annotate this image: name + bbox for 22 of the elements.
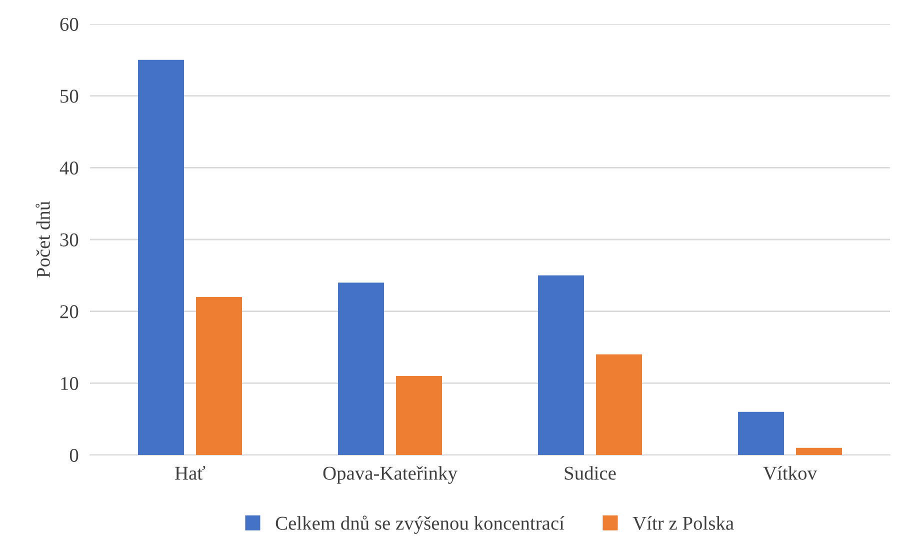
x-tick-label: Vítkov (763, 466, 818, 480)
bar (338, 282, 384, 455)
x-tick-label: Hať (175, 466, 206, 480)
y-tick-label: 30 (60, 233, 78, 246)
y-tick-label: 10 (61, 376, 78, 390)
y-axis-title: Počet dnů (36, 201, 50, 278)
y-tick-label: 0 (70, 448, 78, 462)
bar (396, 376, 442, 455)
bar (138, 60, 184, 455)
bar (738, 412, 784, 455)
y-tick-label: 40 (60, 161, 78, 175)
bar (196, 296, 242, 455)
bar (796, 448, 842, 455)
x-tick-label: Sudice (564, 466, 616, 480)
bar (596, 354, 642, 455)
x-tick-label: Opava-Kateřinky (323, 466, 458, 484)
y-tick-label: 50 (60, 90, 78, 103)
legend-label: Vítr z Polska (632, 516, 734, 530)
bar (538, 275, 584, 455)
y-tick-label: 60 (60, 18, 78, 31)
y-tick-label: 20 (60, 305, 78, 318)
legend-label: Celkem dnů se zvýšenou koncentrací (276, 516, 564, 534)
